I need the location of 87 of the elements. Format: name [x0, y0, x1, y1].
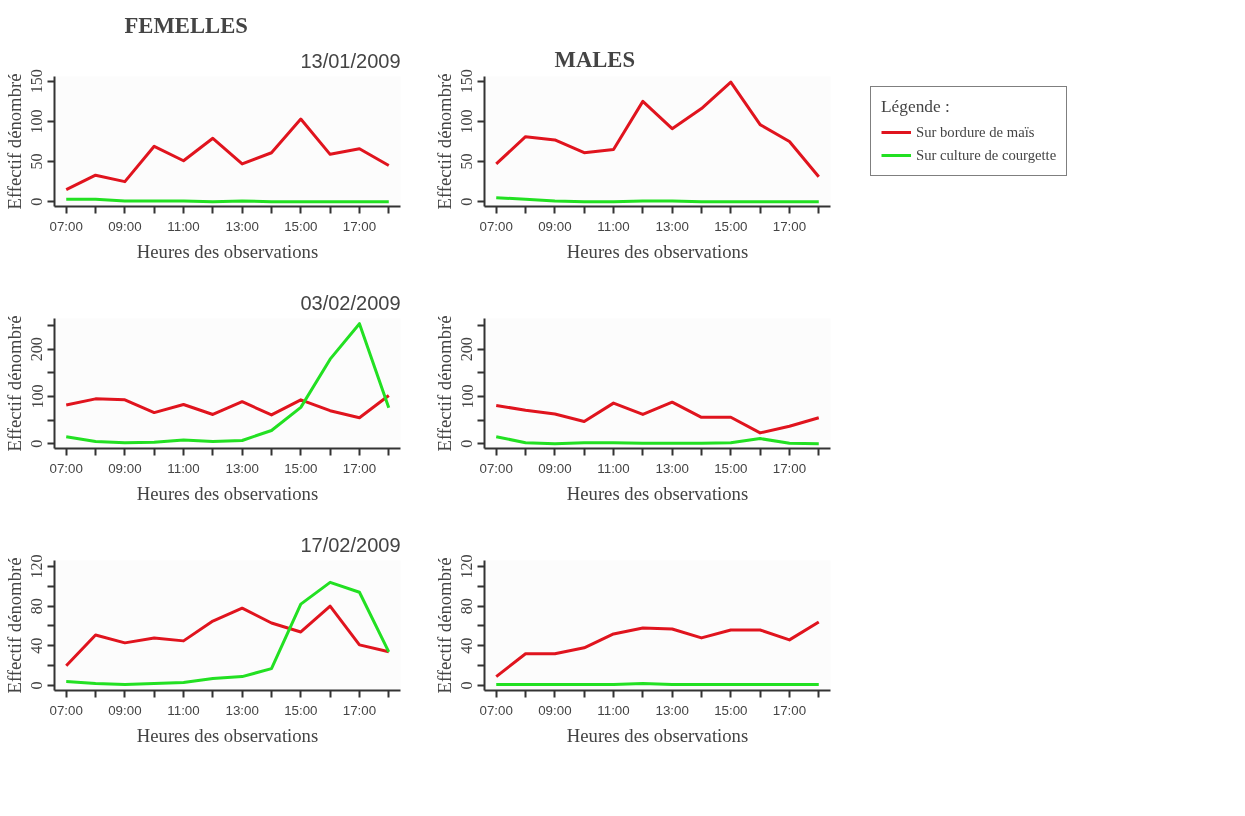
x-axis-title: Heures des observations — [566, 482, 749, 504]
x-tick-label: 11:00 — [167, 218, 200, 234]
y-tick-label: 150 — [458, 69, 476, 94]
y-tick-label: 40 — [458, 637, 476, 654]
y-tick-label: 50 — [458, 153, 476, 170]
x-tick-label: 07:00 — [49, 460, 83, 476]
y-tick-label: 0 — [458, 681, 476, 690]
x-tick-label: 15:00 — [714, 460, 748, 476]
x-axis-title: Heures des observations — [136, 482, 319, 504]
line-series — [494, 400, 821, 435]
x-tick-label: 13:00 — [655, 702, 689, 718]
line-series — [494, 80, 821, 179]
x-axis-title: Heures des observations — [136, 240, 319, 262]
line-series — [64, 117, 391, 192]
x-tick-label: 15:00 — [284, 218, 318, 234]
y-tick-label: 100 — [458, 384, 476, 409]
y-axis-title: Effectif dénombré — [3, 557, 25, 694]
x-tick-label: 17:00 — [772, 218, 807, 234]
x-tick-label: 13:00 — [225, 702, 259, 718]
x-tick-label: 11:00 — [597, 702, 630, 718]
x-tick-label: 11:00 — [597, 218, 630, 234]
x-tick-label: 07:00 — [49, 218, 83, 234]
y-tick-label: 0 — [458, 197, 476, 206]
chart-title: FEMELLES — [124, 12, 248, 38]
y-tick-label: 100 — [458, 109, 476, 134]
legend-title: Légende : — [881, 97, 951, 117]
x-tick-label: 07:00 — [479, 460, 513, 476]
legend-label: Sur bordure de maïs — [916, 123, 1035, 141]
y-tick-label: 0 — [28, 439, 46, 448]
chart-subtitle: 13/01/2009 — [300, 49, 401, 72]
y-tick-label: 0 — [458, 439, 476, 448]
y-tick-label: 100 — [28, 384, 46, 409]
x-tick-label: 09:00 — [538, 218, 572, 234]
line-series — [64, 580, 391, 687]
line-series — [64, 394, 391, 420]
x-tick-label: 15:00 — [714, 218, 748, 234]
x-tick-label: 11:00 — [167, 460, 200, 476]
y-tick-label: 80 — [458, 598, 476, 615]
y-axis-title: Effectif dénombré — [433, 73, 455, 210]
x-tick-label: 09:00 — [108, 218, 142, 234]
y-tick-label: 50 — [28, 153, 46, 170]
x-tick-label: 11:00 — [597, 460, 630, 476]
x-tick-label: 17:00 — [342, 218, 377, 234]
y-tick-label: 100 — [28, 109, 46, 134]
y-tick-label: 120 — [458, 554, 476, 579]
x-tick-label: 07:00 — [49, 702, 83, 718]
y-axis-title: Effectif dénombré — [3, 315, 25, 452]
x-axis-title: Heures des observations — [566, 724, 749, 746]
x-tick-label: 13:00 — [225, 460, 259, 476]
line-series — [64, 604, 391, 668]
y-axis-title: Effectif dénombré — [433, 557, 455, 694]
x-tick-label: 17:00 — [342, 702, 377, 718]
line-series — [494, 620, 821, 679]
y-tick-label: 0 — [28, 681, 46, 690]
chart-subtitle: 17/02/2009 — [300, 533, 401, 556]
x-tick-label: 13:00 — [655, 218, 689, 234]
line-series — [64, 322, 391, 445]
legend-label: Sur culture de courgette — [916, 146, 1057, 164]
x-tick-label: 09:00 — [538, 460, 572, 476]
x-tick-label: 15:00 — [714, 702, 748, 718]
chart-subtitle: 03/02/2009 — [300, 291, 401, 314]
line-series — [494, 435, 821, 446]
y-tick-label: 200 — [458, 337, 476, 362]
x-tick-label: 07:00 — [479, 218, 513, 234]
x-tick-label: 09:00 — [538, 702, 572, 718]
y-tick-label: 150 — [28, 69, 46, 94]
x-tick-label: 15:00 — [284, 702, 318, 718]
x-tick-label: 13:00 — [225, 218, 259, 234]
y-tick-label: 0 — [28, 197, 46, 206]
y-axis-title: Effectif dénombré — [3, 73, 25, 210]
x-tick-label: 17:00 — [772, 460, 807, 476]
y-tick-label: 200 — [28, 337, 46, 362]
x-tick-label: 09:00 — [108, 460, 142, 476]
y-tick-label: 120 — [28, 554, 46, 579]
y-tick-label: 80 — [28, 598, 46, 615]
x-tick-label: 17:00 — [342, 460, 377, 476]
chart-title: MALES — [554, 46, 636, 72]
x-tick-label: 17:00 — [772, 702, 807, 718]
x-tick-label: 09:00 — [108, 702, 142, 718]
x-tick-label: 15:00 — [284, 460, 318, 476]
x-tick-label: 13:00 — [655, 460, 689, 476]
x-axis-title: Heures des observations — [566, 240, 749, 262]
x-axis-title: Heures des observations — [136, 724, 319, 746]
y-tick-label: 40 — [28, 637, 46, 654]
x-tick-label: 11:00 — [167, 702, 200, 718]
x-tick-label: 07:00 — [479, 702, 513, 718]
y-axis-title: Effectif dénombré — [433, 315, 455, 452]
